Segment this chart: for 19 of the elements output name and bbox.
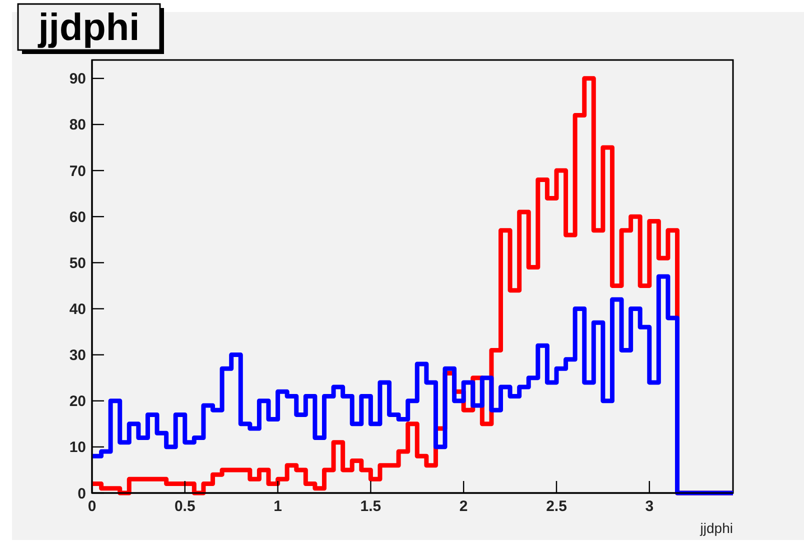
x-axis-title: jjdphi [699,520,733,536]
x-tick-label: 1 [274,498,282,515]
x-tick-label: 3 [645,498,654,515]
y-tick-label: 30 [69,347,86,364]
chart-title: jjdphi [37,7,140,49]
x-tick-label: 0.5 [174,498,196,515]
y-tick-label: 40 [69,300,86,318]
x-tick-label: 0 [88,498,96,515]
y-tick-label: 10 [69,439,86,456]
y-tick-label: 70 [69,162,86,180]
y-tick-label: 80 [69,116,86,134]
x-tick-label: 2.5 [546,498,567,515]
x-tick-label: 2 [459,498,468,515]
y-tick-label: 20 [69,393,86,410]
y-tick-label: 50 [69,254,86,272]
y-tick-label: 0 [78,485,86,502]
x-tick-label: 1.5 [360,498,382,515]
y-tick-label: 60 [69,208,86,226]
y-tick-label: 90 [69,70,86,88]
